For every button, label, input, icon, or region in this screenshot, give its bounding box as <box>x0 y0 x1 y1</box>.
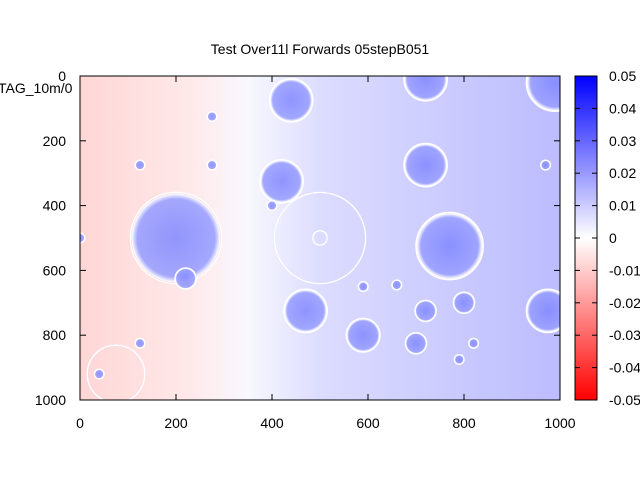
feature-ring <box>86 344 146 400</box>
feature-ring <box>134 159 146 171</box>
overlay-label: TAG_10m/0 <box>0 80 73 96</box>
plot-frame <box>79 75 561 401</box>
y-tick-label: 200 <box>43 133 67 149</box>
feature-ring <box>266 200 278 212</box>
feature-circle <box>526 289 560 333</box>
feature-ring <box>540 159 552 171</box>
feature-ring <box>312 230 328 246</box>
feature-circle <box>392 280 402 290</box>
feature-ring <box>452 291 476 315</box>
colorbar-tick-label: -0.01 <box>609 262 640 278</box>
colorbar-tick-label: 0.04 <box>609 100 636 116</box>
y-tick-label: 0 <box>58 68 66 84</box>
y-tick-label: 800 <box>43 327 67 343</box>
feature-ring <box>468 337 480 349</box>
feature-circle <box>404 143 448 187</box>
x-tick-label: 0 <box>76 415 84 431</box>
feature-ring <box>283 288 328 334</box>
feature-ring <box>403 142 448 188</box>
feature-circle <box>135 160 145 170</box>
x-tick-label: 200 <box>164 415 188 431</box>
feature-circle <box>415 300 437 322</box>
colorbar-tick-label: -0.05 <box>609 392 640 408</box>
x-axis: 0 200 400 600 800 1000 <box>76 76 576 431</box>
feature-circle <box>260 159 304 203</box>
y-tick-label: 1000 <box>35 392 66 408</box>
colorbar-tick-label: -0.02 <box>609 295 640 311</box>
feature-ring <box>391 279 403 291</box>
feature-ring <box>345 317 381 353</box>
feature-ring <box>414 299 437 323</box>
feature-ring <box>206 159 218 171</box>
feature-ring <box>415 211 484 281</box>
feature-ring <box>80 232 86 244</box>
feature-circle <box>404 76 448 101</box>
feature-circle <box>454 354 465 365</box>
feature-circle <box>468 338 479 349</box>
feature-ring <box>273 191 367 285</box>
colorbar-tick-label: 0.01 <box>609 198 636 214</box>
heatmap-features <box>80 76 560 400</box>
x-tick-label: 400 <box>260 415 284 431</box>
feature-ring <box>357 281 369 293</box>
feature-ring <box>259 158 304 204</box>
feature-circle <box>207 160 217 170</box>
x-tick-label: 600 <box>356 415 380 431</box>
feature-circle <box>269 78 313 122</box>
feature-circle <box>267 200 277 211</box>
colorbar-axis: 0.05 0.04 0.03 0.02 0.01 0 -0.01 -0.02 -0.03 -0.0… <box>575 68 640 408</box>
feature-ring <box>134 337 146 349</box>
feature-ring <box>453 353 465 366</box>
feature-circle <box>94 369 104 379</box>
feature-circle <box>130 192 222 284</box>
feature-circle <box>284 289 328 333</box>
feature-ring <box>93 368 105 380</box>
y-axis: 0 200 400 600 800 1000 <box>35 68 560 408</box>
feature-ring <box>404 331 428 355</box>
feature-ring <box>268 77 314 123</box>
colorbar-tick-label: 0 <box>609 230 617 246</box>
colorbar-tick-label: 0.02 <box>609 165 636 181</box>
feature-circle <box>358 281 369 292</box>
colorbar-tick-label: 0.03 <box>609 133 636 149</box>
feature-circle <box>135 338 145 349</box>
feature-ring <box>403 76 448 102</box>
y-tick-label: 600 <box>43 262 67 278</box>
feature-ring <box>206 110 218 123</box>
feature-circle <box>453 292 475 314</box>
feature-circle <box>540 160 551 170</box>
feature-ring <box>525 288 560 334</box>
feature-circle <box>346 318 381 353</box>
feature-circle <box>207 111 217 122</box>
y-tick-label: 400 <box>43 198 67 214</box>
feature-circle <box>175 267 197 290</box>
colorbar-tick-label: -0.04 <box>609 360 640 376</box>
feature-circle <box>405 332 427 354</box>
x-tick-label: 800 <box>452 415 476 431</box>
x-tick-label: 1000 <box>544 415 575 431</box>
colorbar-tick-label: 0.05 <box>609 68 636 84</box>
feature-circle <box>416 212 484 280</box>
chart-title: Test Over11l Forwards 05stepB051 <box>211 41 430 57</box>
feature-ring <box>525 76 560 113</box>
feature-ring <box>174 267 197 290</box>
colorbar-tick-label: -0.03 <box>609 327 640 343</box>
